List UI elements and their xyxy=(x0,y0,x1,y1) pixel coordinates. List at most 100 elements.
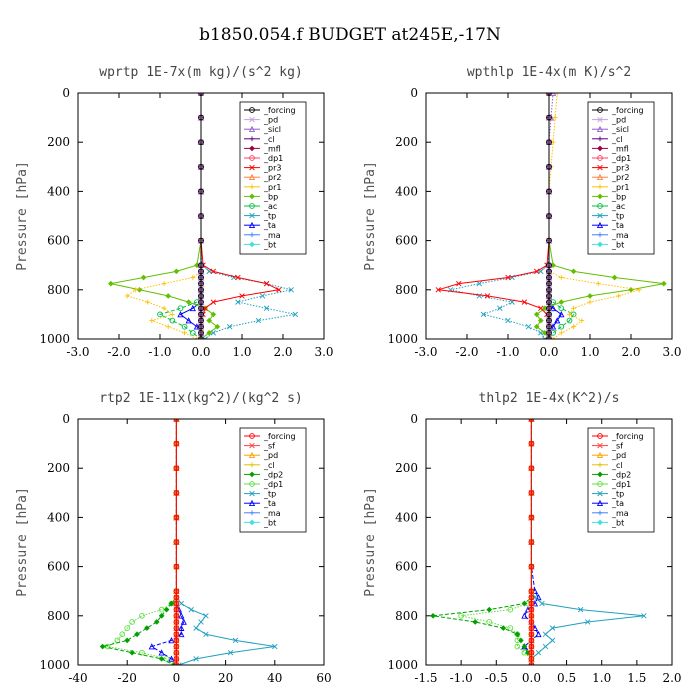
x-tick-label: -0.5 xyxy=(485,671,508,685)
data-point xyxy=(546,330,552,336)
x-tick-label: 0.0 xyxy=(539,345,558,359)
data-point xyxy=(198,93,204,96)
data-point xyxy=(206,317,213,324)
data-point xyxy=(178,612,185,619)
plot-area xyxy=(435,93,667,339)
y-tick-label: 200 xyxy=(47,461,70,475)
data-point xyxy=(173,619,180,625)
data-point xyxy=(161,281,167,287)
data-point xyxy=(182,330,187,336)
data-point xyxy=(188,606,194,613)
data-point xyxy=(558,310,565,318)
data-point xyxy=(528,563,535,570)
data-point xyxy=(528,631,535,638)
data-point xyxy=(198,262,204,269)
legend-marker xyxy=(597,193,603,200)
data-point xyxy=(139,612,145,619)
legend-marker xyxy=(249,481,255,487)
data-point xyxy=(239,293,245,299)
data-point xyxy=(552,115,558,120)
series-line-pr1 xyxy=(126,93,202,339)
data-point xyxy=(507,606,514,613)
data-point xyxy=(173,655,180,662)
data-point xyxy=(178,600,185,607)
data-point xyxy=(549,323,557,330)
data-point xyxy=(528,594,535,601)
data-point xyxy=(533,323,540,330)
legend-marker xyxy=(249,510,255,516)
legend-marker xyxy=(248,451,256,459)
data-point xyxy=(549,637,556,644)
legend-marker xyxy=(249,116,255,123)
data-point xyxy=(133,287,138,293)
data-point xyxy=(505,274,511,281)
y-tick-label: 0 xyxy=(62,412,70,426)
data-point xyxy=(198,213,204,219)
legend-entry: _dp1 xyxy=(263,480,283,489)
x-tick-label: 0 xyxy=(173,671,181,685)
legend-entry: _pr2 xyxy=(611,173,629,182)
legend-box xyxy=(239,101,307,255)
series-line-pr1 xyxy=(548,93,640,339)
y-tick-label: 200 xyxy=(395,461,418,475)
legend-marker xyxy=(596,499,604,507)
plot-area xyxy=(107,93,299,339)
data-point xyxy=(292,311,299,318)
data-point xyxy=(226,323,233,330)
legend-marker xyxy=(248,499,256,507)
data-point xyxy=(507,625,514,631)
data-point xyxy=(587,293,593,299)
legend-marker xyxy=(597,490,603,497)
data-point xyxy=(153,619,160,625)
plot-frame xyxy=(425,92,673,340)
legend-entry: _tp xyxy=(611,212,624,221)
x-tick-label: 3.0 xyxy=(314,345,333,359)
legend-entry: _bt xyxy=(263,518,276,527)
data-point xyxy=(198,619,204,625)
data-point xyxy=(539,600,545,607)
series-line-dp2 xyxy=(102,419,177,665)
data-point xyxy=(528,643,535,650)
data-point xyxy=(157,311,163,318)
legend-entry: _pr1 xyxy=(263,183,281,192)
data-point xyxy=(140,274,147,281)
data-point xyxy=(272,643,278,650)
data-point xyxy=(558,275,564,280)
data-point xyxy=(570,268,577,275)
legend-entry: _bp xyxy=(611,192,626,201)
data-point xyxy=(546,237,552,244)
data-point xyxy=(276,287,282,293)
x-tick-label: 60 xyxy=(316,671,331,685)
legend-entry: _pd xyxy=(611,116,626,125)
data-point xyxy=(173,637,180,644)
x-tick-label: 2.0 xyxy=(273,345,292,359)
y-tick-label: 600 xyxy=(395,234,418,248)
legend: _forcing_sf_pd_cl_dp2_dp1_tp_ta_ma_bt xyxy=(587,427,655,533)
data-point xyxy=(169,312,175,317)
legend-marker xyxy=(597,145,603,152)
data-point xyxy=(255,317,262,324)
data-point xyxy=(259,293,266,299)
legend-box xyxy=(587,101,655,255)
data-point xyxy=(198,274,204,281)
data-point xyxy=(161,305,167,311)
data-point xyxy=(177,310,184,318)
x-tick-label: 0.5 xyxy=(557,671,576,685)
data-point xyxy=(521,600,528,607)
legend: _forcing_pd_sicl_cl_mfl_dp1_pr3_pr2_pr1_… xyxy=(587,101,655,255)
data-point xyxy=(546,311,552,318)
data-point xyxy=(533,268,540,275)
data-point xyxy=(214,323,221,330)
data-point xyxy=(173,268,180,275)
data-point xyxy=(235,274,241,281)
legend-marker xyxy=(249,155,255,161)
data-point xyxy=(521,299,528,305)
data-point xyxy=(198,114,204,121)
data-point xyxy=(173,643,180,650)
data-point xyxy=(535,649,542,656)
legend-marker xyxy=(597,433,603,439)
legend-entry: _pr1 xyxy=(611,183,629,192)
legend-marker xyxy=(596,221,604,229)
data-point xyxy=(528,606,535,613)
legend-entry: _dp1 xyxy=(263,154,283,163)
